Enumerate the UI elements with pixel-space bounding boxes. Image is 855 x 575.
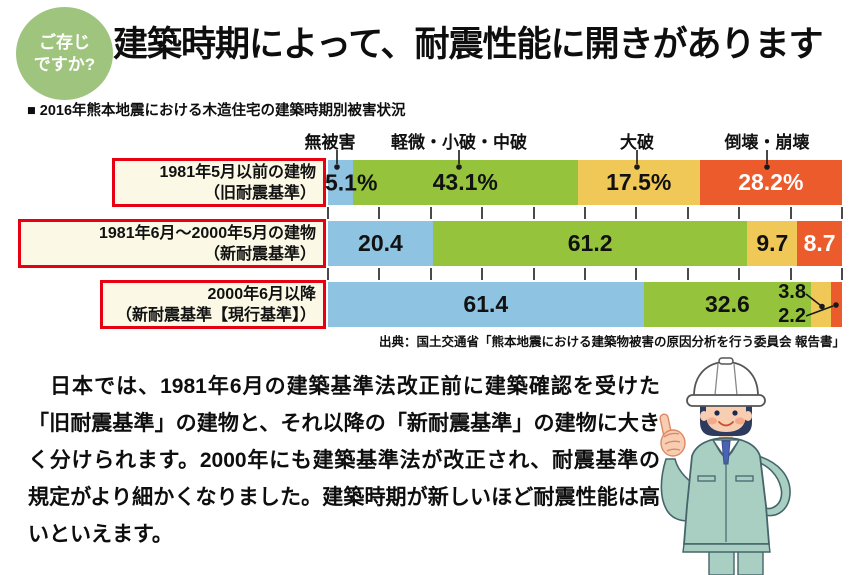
segment-value-label: 5.1% — [325, 169, 378, 195]
bar-segment: 61.4 — [328, 282, 644, 327]
segment-value-label: 28.2% — [738, 169, 804, 195]
axis-tick-row — [327, 207, 843, 219]
axis-tick — [481, 207, 484, 219]
segment-value-label: 32.6 — [704, 291, 750, 317]
legend-label-major-damage: 大破 — [620, 133, 654, 152]
row-label-line2: （新耐震基準） — [203, 245, 316, 263]
helmet-icon — [686, 357, 766, 407]
bar-row-1: 20.4 61.2 9.7 8.7 — [328, 221, 842, 266]
row-label-line1: 1981年6月〜2000年5月の建物 — [99, 224, 316, 242]
segment-value-label: 61.4 — [463, 291, 509, 317]
axis-tick — [635, 268, 638, 280]
row-label-line1: 1981年5月以前の建物 — [159, 163, 317, 181]
axis-tick — [789, 268, 792, 280]
legend-label-no-damage: 無被害 — [304, 133, 356, 152]
chart-heading: ■ 2016年熊本地震における木造住宅の建築時期別被害状況 — [27, 103, 406, 119]
bar-segment: 28.2% — [699, 160, 842, 205]
row-label-line1: 2000年6月以降 — [207, 285, 317, 303]
body-paragraph: 日本では、1981年6月の建築基準法改正前に建築確認を受けた「旧耐震基準」の建物… — [28, 375, 660, 546]
axis-tick-row — [327, 268, 843, 280]
row-label-box-2: 2000年6月以降 （新耐震基準【現行基準】） — [100, 280, 326, 329]
axis-tick — [532, 207, 535, 219]
axis-tick — [738, 207, 741, 219]
segment-value-label: 43.1% — [432, 169, 498, 195]
bar-segment: 17.5% — [577, 160, 700, 205]
legend-label-collapse: 倒壊・崩壊 — [724, 133, 810, 152]
bar-segment — [811, 282, 831, 327]
axis-tick — [429, 207, 432, 219]
know-badge-line1: ご存じ — [39, 33, 90, 53]
axis-tick — [841, 207, 843, 219]
segment-value-label: 8.7 — [803, 230, 836, 256]
legend-label-minor-damage: 軽微・小破・中破 — [391, 133, 527, 152]
bar-segment: 61.2 — [432, 221, 748, 266]
axis-tick — [481, 268, 484, 280]
axis-tick — [635, 207, 638, 219]
axis-tick — [532, 268, 535, 280]
bar-segment: 5.1% — [325, 160, 377, 205]
segment-value-label: 9.7 — [756, 230, 789, 256]
segment-value-label: 61.2 — [567, 230, 613, 256]
row-label-line2: （旧耐震基準） — [203, 184, 316, 202]
row-label-box-0: 1981年5月以前の建物 （旧耐震基準） — [112, 158, 326, 207]
axis-tick — [327, 207, 329, 219]
bar-segment — [830, 282, 842, 327]
segment-value-label: 20.4 — [358, 230, 403, 256]
source-caption: 出典：国土交通省「熊本地震における建築物被害の原因分析を行う委員会 報告書」 — [379, 335, 845, 349]
bar-segment: 9.7 — [747, 221, 798, 266]
axis-tick — [841, 268, 843, 280]
bar-row-0: 5.1% 43.1% 17.5% 28.2% — [325, 160, 842, 205]
axis-tick — [429, 268, 432, 280]
axis-tick — [378, 207, 381, 219]
bar-segment: 20.4 — [328, 221, 433, 266]
axis-tick — [686, 268, 689, 280]
axis-tick — [738, 268, 741, 280]
pointing-hand-icon — [659, 413, 686, 457]
row-label-line2: （新耐震基準【現行基準】） — [115, 306, 316, 324]
page-title: 建築時期によって、耐震性能に開きがあります — [113, 25, 823, 64]
know-badge-line2: ですか? — [33, 54, 96, 74]
callout-value-collapse: 2.2 — [778, 305, 806, 327]
axis-tick — [584, 268, 586, 280]
axis-tick — [789, 207, 792, 219]
axis-tick — [686, 207, 689, 219]
axis-tick — [327, 268, 329, 280]
axis-tick — [378, 268, 381, 280]
axis-tick — [584, 207, 586, 219]
bar-segment: 32.6 — [643, 282, 812, 327]
damage-stacked-bar-chart: 無被害 軽微・小破・中破 大破 倒壊・崩壊 1981年5月以前の建物 （旧耐震基準… — [0, 125, 855, 365]
row-label-box-1: 1981年6月〜2000年5月の建物 （新耐震基準） — [18, 219, 326, 268]
bar-segment: 8.7 — [797, 221, 842, 266]
segment-value-label: 17.5% — [606, 169, 672, 195]
callout-value-major-damage: 3.8 — [778, 281, 806, 303]
know-badge: ご存じ ですか? — [16, 7, 113, 100]
bar-segment: 43.1% — [352, 160, 578, 205]
construction-worker-illustration — [659, 357, 791, 575]
